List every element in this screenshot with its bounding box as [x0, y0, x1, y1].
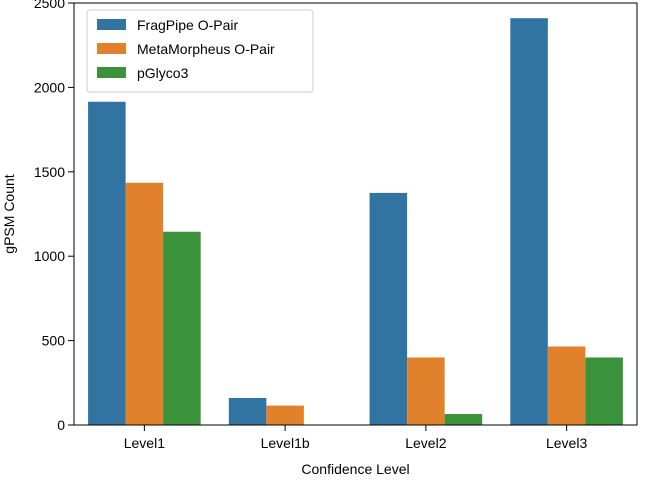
bar-pglyco3-level3 [585, 357, 623, 425]
x-tick-label: Level1 [124, 435, 165, 451]
legend-swatch [97, 19, 126, 30]
plot-frame [73, 2, 638, 426]
bar-fragpipe-o-pair-level1 [88, 101, 126, 425]
y-tick-label: 1000 [34, 248, 65, 264]
y-tick-label: 1500 [34, 164, 65, 180]
x-tick-label: Level2 [405, 435, 446, 451]
bar-fragpipe-o-pair-level3 [510, 18, 548, 425]
legend-box [86, 9, 314, 93]
bar-metamorpheus-o-pair-level1 [125, 182, 164, 425]
x-axis-label: Confidence Level [301, 461, 409, 477]
legend-label: pGlyco3 [137, 65, 189, 81]
y-tick-label: 2000 [34, 79, 65, 95]
legend-label: FragPipe O-Pair [137, 17, 238, 33]
y-axis: 0 500 1000 1500 2000 2500 [34, 0, 74, 433]
bar-fragpipe-o-pair-level1b [228, 397, 267, 425]
bar-metamorpheus-o-pair-level1b [266, 405, 304, 425]
bar-metamorpheus-o-pair-level2 [407, 357, 445, 425]
x-axis: Level1 Level1b Level2 Level3 [124, 425, 587, 451]
legend-swatch [97, 43, 126, 54]
bar-metamorpheus-o-pair-level3 [547, 346, 586, 425]
legend-swatch [97, 67, 126, 78]
y-tick-label: 500 [42, 333, 66, 349]
bar-pglyco3-level1 [163, 231, 201, 425]
bar-fragpipe-o-pair-level2 [369, 192, 408, 425]
bars-layer [88, 18, 623, 425]
x-tick-label: Level1b [261, 435, 310, 451]
legend: FragPipe O-Pair MetaMorpheus O-Pair pGlyco… [86, 9, 314, 93]
y-tick-label: 2500 [34, 0, 65, 11]
legend-label: MetaMorpheus O-Pair [137, 41, 275, 57]
y-tick-label: 0 [57, 417, 65, 433]
x-tick-label: Level3 [546, 435, 587, 451]
y-axis-label: gPSM Count [1, 174, 17, 253]
bar-pglyco3-level2 [444, 414, 483, 425]
